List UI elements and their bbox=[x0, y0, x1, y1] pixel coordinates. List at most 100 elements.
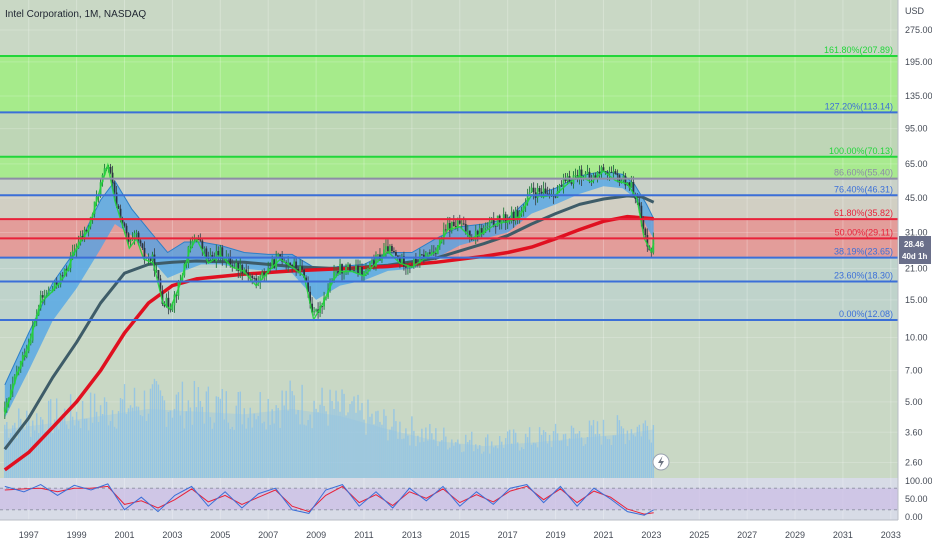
volume-bar bbox=[59, 419, 62, 478]
candle-body bbox=[395, 252, 397, 256]
candle-body bbox=[538, 188, 541, 192]
fib-label-1.272: 127.20%(113.14) bbox=[825, 101, 893, 111]
candle-body bbox=[468, 230, 471, 239]
volume-bar bbox=[592, 419, 595, 478]
candle-body bbox=[13, 375, 16, 384]
osc-k-line bbox=[4, 483, 654, 516]
volume-bar bbox=[12, 425, 14, 478]
volume-bar bbox=[183, 428, 186, 478]
candle-body bbox=[61, 275, 64, 277]
volume-bar bbox=[588, 420, 591, 478]
volume-bar bbox=[618, 420, 621, 478]
candle-body bbox=[393, 250, 395, 253]
candle-body bbox=[564, 179, 567, 182]
candle-body bbox=[361, 266, 363, 276]
volume-bar bbox=[524, 433, 527, 478]
volume-bar bbox=[285, 390, 287, 478]
volume-bar bbox=[73, 425, 76, 478]
volume-bar bbox=[620, 426, 623, 478]
volume-bar bbox=[413, 430, 415, 478]
candle-body bbox=[496, 215, 499, 227]
volume-bar bbox=[638, 424, 641, 478]
volume-bar bbox=[197, 387, 200, 478]
candle-body bbox=[598, 171, 601, 174]
volume-bar bbox=[10, 432, 12, 478]
volume-bar bbox=[4, 424, 6, 478]
lightning-icon[interactable] bbox=[652, 453, 670, 471]
fib-label-0: 0.00%(12.08) bbox=[839, 309, 893, 319]
volume-bar bbox=[79, 428, 82, 478]
candle-body bbox=[536, 188, 539, 198]
candle-body bbox=[387, 246, 389, 253]
volume-bar bbox=[455, 442, 457, 478]
volume-bar bbox=[582, 445, 585, 478]
price-tick-label: 10.00 bbox=[905, 333, 928, 343]
volume-bar bbox=[263, 421, 265, 478]
volume-bar bbox=[235, 405, 237, 478]
volume-bar bbox=[644, 420, 647, 478]
volume-bar bbox=[570, 425, 573, 478]
candle-body bbox=[610, 172, 613, 173]
volume-bar bbox=[42, 419, 44, 478]
price-axis-strip[interactable] bbox=[898, 0, 932, 550]
volume-bar bbox=[187, 400, 190, 478]
time-tick-label: 2015 bbox=[450, 530, 470, 540]
fib-label-1.618: 161.80%(207.89) bbox=[824, 45, 893, 55]
volume-bar bbox=[596, 421, 599, 478]
candle-body bbox=[271, 259, 274, 269]
candle-body bbox=[327, 290, 329, 298]
candle-body bbox=[239, 264, 242, 272]
candle-body bbox=[542, 188, 545, 194]
volume-bar bbox=[612, 435, 615, 478]
volume-bar bbox=[309, 414, 311, 478]
volume-bar bbox=[145, 420, 148, 478]
candle-body bbox=[221, 247, 224, 259]
volume-bar bbox=[347, 412, 349, 478]
volume-bar bbox=[598, 433, 601, 478]
volume-bar bbox=[129, 405, 132, 478]
volume-bar bbox=[646, 425, 649, 478]
volume-bar bbox=[293, 395, 295, 478]
candle-body bbox=[397, 255, 399, 258]
volume-bar bbox=[542, 430, 545, 478]
volume-bar bbox=[141, 416, 144, 478]
volume-bar bbox=[265, 429, 267, 478]
chart-title: Intel Corporation, 1M, NASDAQ bbox=[5, 9, 146, 20]
volume-bar bbox=[259, 392, 261, 478]
volume-bar bbox=[343, 393, 345, 478]
candle-body bbox=[349, 264, 351, 271]
candle-body bbox=[117, 205, 120, 209]
candle-body bbox=[478, 228, 481, 237]
candle-body bbox=[434, 253, 437, 255]
currency-label: USD bbox=[905, 6, 925, 16]
candle-body bbox=[454, 225, 457, 228]
volume-bar bbox=[606, 439, 609, 478]
candle-body bbox=[373, 260, 375, 267]
volume-bar bbox=[195, 407, 198, 478]
ribbon-band bbox=[4, 171, 654, 418]
time-axis-strip[interactable] bbox=[0, 520, 932, 550]
candle-body bbox=[143, 247, 146, 259]
volume-bar bbox=[93, 393, 96, 478]
volume-bar bbox=[544, 432, 547, 478]
volume-bar bbox=[117, 411, 120, 478]
volume-bar bbox=[375, 411, 377, 478]
candle-body bbox=[369, 262, 371, 268]
candle-body bbox=[41, 295, 44, 298]
volume-bar bbox=[453, 445, 455, 478]
volume-bar bbox=[564, 433, 567, 478]
volume-bar bbox=[407, 435, 409, 478]
candle-body bbox=[197, 239, 200, 240]
candle-body bbox=[630, 182, 633, 188]
volume-bar bbox=[303, 424, 305, 478]
candle-body bbox=[291, 265, 294, 267]
candle-body bbox=[458, 220, 461, 224]
fib-zone-1 bbox=[0, 112, 898, 157]
volume-bar bbox=[311, 428, 313, 478]
volume-bar bbox=[558, 440, 561, 478]
volume-bar bbox=[353, 396, 355, 478]
candle-body bbox=[488, 221, 491, 226]
candle-body bbox=[11, 383, 14, 390]
price-tick-label: 21.00 bbox=[905, 264, 928, 274]
